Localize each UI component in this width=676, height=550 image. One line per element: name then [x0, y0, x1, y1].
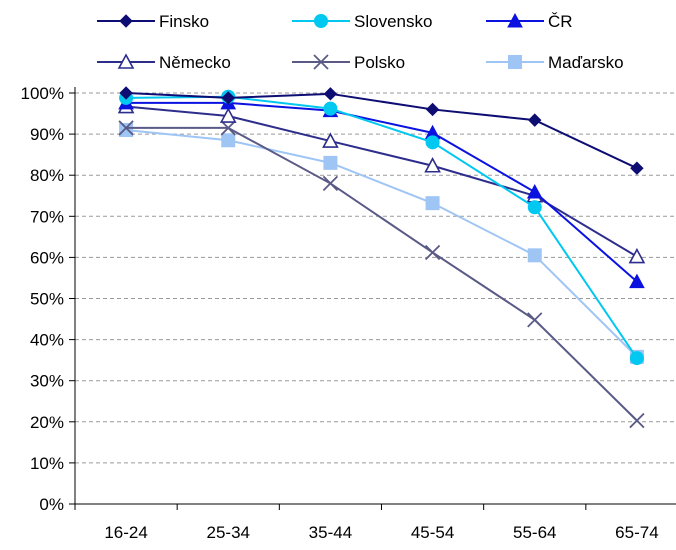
series-line-madarsko: [125, 128, 638, 358]
data-point-madarsko: [221, 133, 236, 148]
legend-item-madarsko: Maďarsko: [486, 53, 624, 72]
x-tick-label: 55-64: [513, 523, 556, 542]
legend: Finsko Slovensko ČR Německo Polsko Maďarsko: [97, 12, 624, 72]
series-finsko: [119, 86, 644, 175]
x-tick-label: 16-24: [104, 523, 147, 542]
data-point-finsko: [630, 161, 644, 175]
data-point-finsko: [323, 87, 338, 101]
legend-item-cr: ČR: [486, 12, 573, 31]
series-madarsko: [119, 122, 644, 364]
y-tick-label: 0%: [39, 495, 64, 514]
data-point-polsko: [322, 175, 339, 192]
series-slovensko: [119, 89, 644, 366]
legend-label-polsko: Polsko: [354, 53, 405, 72]
data-point-polsko: [424, 244, 441, 261]
data-point-slovensko: [425, 135, 440, 150]
x-tick-label: 35-44: [309, 523, 352, 542]
data-point-cr: [526, 183, 543, 199]
y-tick-label: 90%: [30, 125, 64, 144]
data-point-madarsko: [323, 155, 338, 170]
legend-item-slovensko: Slovensko: [292, 12, 432, 31]
y-tick-label: 70%: [30, 207, 64, 226]
data-point-cr: [629, 273, 645, 289]
data-point-slovensko: [527, 200, 542, 215]
gridlines: [75, 92, 676, 464]
data-point-nemecko: [628, 247, 646, 264]
y-tick-label: 100%: [21, 84, 64, 103]
x-tick-label: 25-34: [207, 523, 250, 542]
data-point-finsko: [221, 91, 235, 105]
y-tick-label: 30%: [30, 372, 64, 391]
data-point-polsko: [118, 120, 134, 136]
legend-label-madarsko: Maďarsko: [548, 53, 624, 72]
y-tick-label: 10%: [30, 454, 64, 473]
series-line-cr: [126, 101, 638, 283]
series-line-slovensko: [126, 95, 638, 359]
series-nemecko: [117, 97, 646, 264]
data-point-madarsko: [425, 196, 440, 211]
data-point-finsko: [425, 102, 440, 117]
x-tick-label: 45-54: [411, 523, 454, 542]
series-line-polsko: [126, 126, 638, 422]
legend-marker-polsko: [313, 54, 329, 70]
legend-marker-slovensko: [314, 14, 328, 28]
series-line-finsko: [126, 92, 638, 170]
data-point-nemecko: [322, 132, 339, 148]
data-point-finsko: [528, 113, 542, 127]
data-point-madarsko: [527, 248, 542, 263]
legend-marker-nemecko: [117, 53, 135, 69]
data-point-slovensko: [629, 351, 644, 366]
data-point-finsko: [119, 86, 133, 100]
y-tick-label: 60%: [30, 248, 64, 267]
axes: 0% 10% 20% 30% 40% 50% 60% 70% 80% 90% 100% 16-24 25…: [21, 84, 676, 542]
legend-item-finsko: Finsko: [97, 12, 209, 31]
legend-item-nemecko: Německo: [97, 53, 231, 72]
series-group: [117, 86, 646, 429]
data-point-polsko: [527, 312, 543, 328]
data-point-slovensko: [323, 101, 338, 116]
legend-marker-madarsko: [508, 55, 522, 69]
data-point-polsko: [629, 412, 645, 429]
legend-marker-finsko: [119, 14, 133, 28]
legend-label-finsko: Finsko: [159, 12, 209, 31]
y-tick-label: 50%: [30, 290, 64, 309]
legend-label-slovensko: Slovensko: [354, 12, 432, 31]
data-point-nemecko: [219, 107, 237, 123]
legend-label-cr: ČR: [548, 12, 573, 31]
data-point-madarsko: [119, 122, 134, 137]
y-tick-label: 80%: [30, 166, 64, 185]
legend-label-nemecko: Německo: [159, 53, 231, 72]
series-line-nemecko: [125, 105, 638, 258]
series-polsko: [118, 120, 645, 429]
data-point-polsko: [220, 120, 236, 136]
data-point-nemecko: [424, 157, 441, 173]
legend-marker-cr: [507, 12, 523, 28]
y-tick-label: 20%: [30, 413, 64, 432]
x-tick-label: 65-74: [615, 523, 658, 542]
legend-item-polsko: Polsko: [292, 53, 405, 72]
y-tick-label: 40%: [30, 331, 64, 350]
